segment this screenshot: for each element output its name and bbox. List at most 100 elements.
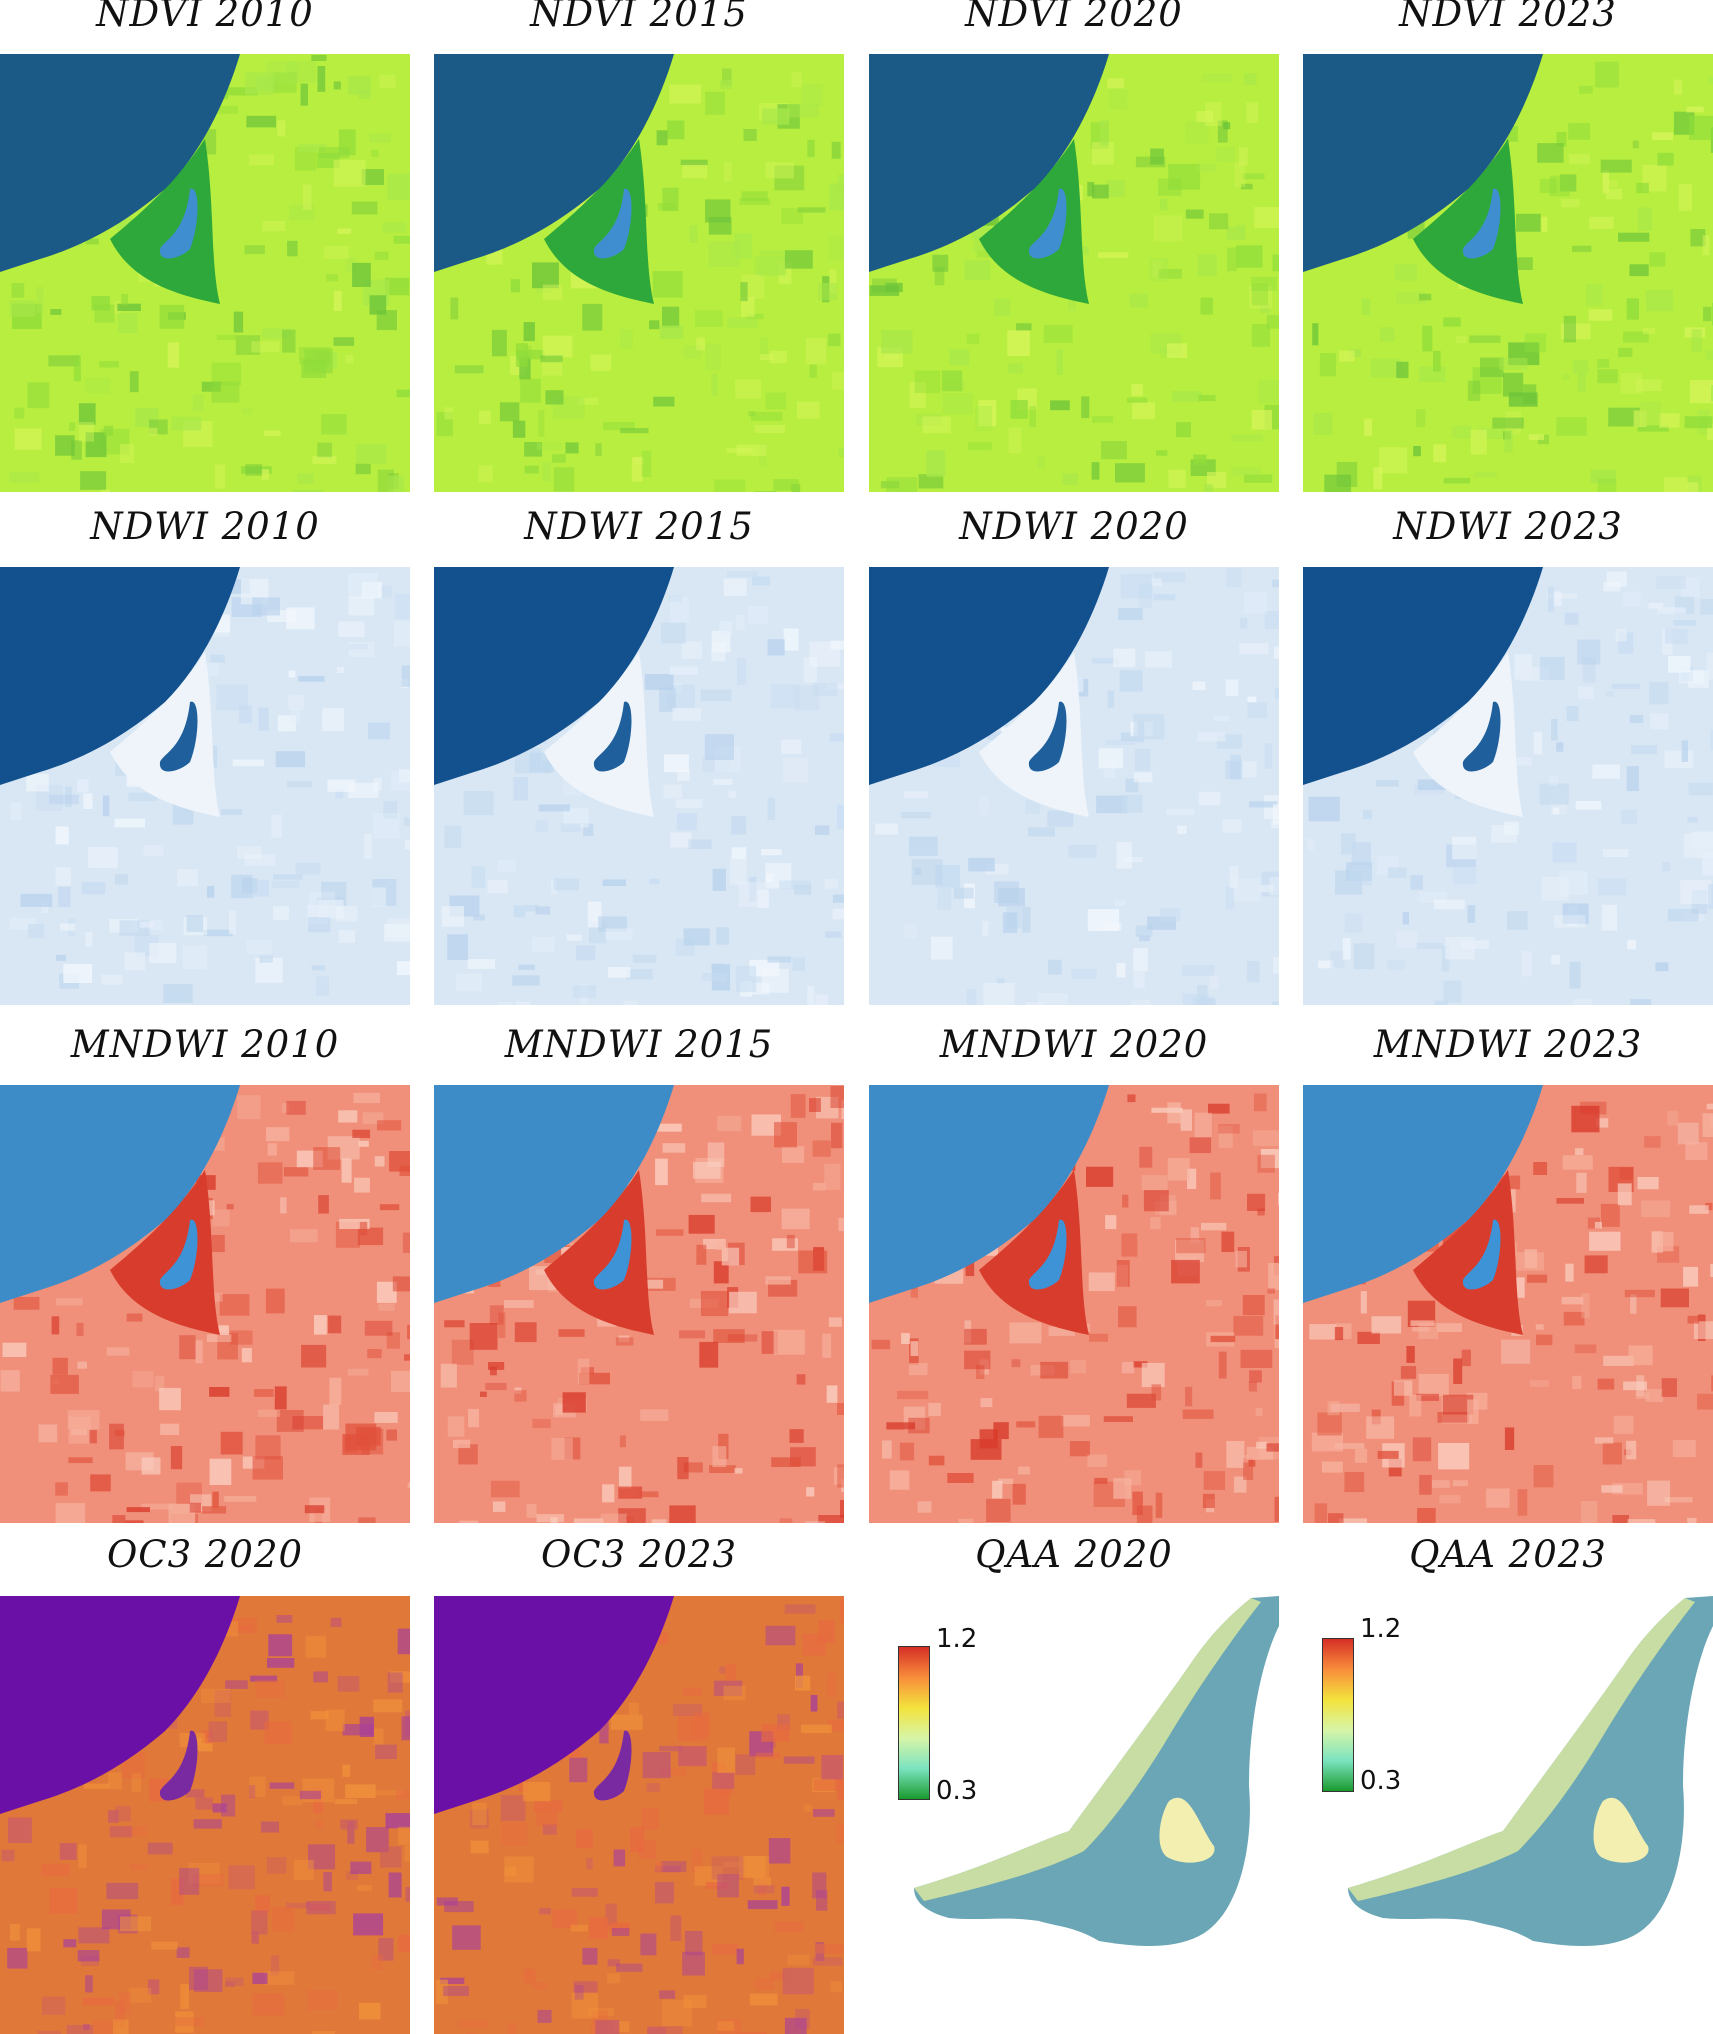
land-texture [670, 832, 692, 848]
land-texture [1096, 795, 1128, 814]
land-texture [301, 1344, 327, 1368]
land-texture [1230, 467, 1262, 476]
land-texture [1246, 960, 1260, 982]
land-texture [1278, 1192, 1279, 1205]
land-texture [695, 310, 723, 327]
land-texture [573, 1981, 598, 1993]
land-texture [1422, 325, 1433, 352]
land-texture [1588, 309, 1613, 321]
land-texture [1056, 349, 1063, 375]
land-texture [1225, 886, 1234, 910]
land-texture [106, 1882, 139, 1900]
land-texture [723, 578, 747, 597]
land-texture [440, 1977, 465, 1984]
land-texture [1257, 1208, 1265, 1216]
land-texture [582, 1947, 598, 1965]
land-texture [1419, 293, 1432, 301]
land-texture [809, 641, 841, 667]
land-texture [252, 597, 280, 616]
land-texture [193, 1874, 224, 1887]
land-texture [1235, 224, 1246, 237]
land-texture [525, 904, 539, 912]
land-texture [1539, 783, 1569, 805]
land-texture [1153, 594, 1176, 601]
land-texture [1251, 276, 1277, 291]
land-texture [1568, 123, 1590, 140]
land-texture [367, 1349, 382, 1359]
land-texture [356, 444, 387, 464]
land-texture [1417, 1508, 1436, 1523]
land-texture [1238, 147, 1248, 166]
land-texture [245, 464, 263, 476]
land-texture [177, 869, 198, 887]
land-texture [1387, 959, 1406, 970]
land-texture [976, 1365, 985, 1379]
land-texture [78, 1844, 87, 1869]
mndwi-map-2010 [0, 1085, 410, 1523]
land-texture [363, 834, 372, 859]
title-r1-c3: NDWI 2023 [1393, 505, 1623, 548]
land-texture [647, 2026, 666, 2034]
land-texture [195, 1340, 203, 1364]
land-texture [109, 918, 138, 933]
land-texture [1317, 1412, 1342, 1436]
land-texture [313, 1147, 341, 1170]
land-texture [1703, 306, 1712, 322]
land-texture [471, 866, 486, 888]
lake [159, 701, 198, 772]
land-texture [813, 1778, 842, 1791]
oc3-map-svg [0, 1596, 410, 2034]
land-texture [751, 411, 783, 421]
land-texture [1349, 349, 1361, 357]
land-texture [1521, 667, 1550, 681]
land-texture [90, 1474, 111, 1492]
land-texture [765, 392, 787, 410]
land-texture [1611, 683, 1640, 689]
land-texture [1313, 412, 1333, 435]
land-texture [833, 1467, 844, 1485]
land-texture [435, 1979, 448, 2004]
land-texture [667, 120, 685, 140]
land-texture [308, 891, 336, 907]
land-texture [1602, 849, 1629, 857]
lake [1462, 701, 1501, 772]
land-texture [792, 957, 805, 971]
wetland-area [1413, 1170, 1523, 1335]
land-texture [1554, 915, 1586, 928]
wetland-area [1413, 652, 1523, 817]
land-texture [215, 464, 226, 489]
land-texture [728, 790, 737, 798]
land-texture [1154, 571, 1186, 583]
land-texture [302, 184, 312, 210]
land-texture [347, 1821, 355, 1844]
land-texture [1561, 198, 1580, 208]
land-texture [1678, 184, 1692, 211]
land-texture [659, 1990, 676, 1999]
qaa-2023-colorbar [1322, 1638, 1354, 1792]
land-texture [479, 410, 491, 425]
land-texture [1118, 1306, 1137, 1328]
land-texture [359, 1716, 374, 1737]
land-texture [719, 1666, 726, 1674]
land-texture [1416, 1393, 1439, 1401]
land-texture [1602, 170, 1609, 194]
land-texture [41, 1863, 71, 1877]
land-texture [1103, 758, 1116, 779]
land-texture [1029, 405, 1036, 428]
land-texture [755, 1978, 775, 1990]
land-texture [1470, 429, 1487, 455]
land-texture [1102, 922, 1122, 931]
land-texture [106, 1347, 130, 1356]
land-texture [1092, 415, 1114, 423]
land-texture [735, 614, 745, 631]
land-texture [1209, 213, 1229, 230]
land-texture [748, 982, 770, 995]
land-texture [1121, 1361, 1135, 1374]
land-texture [1040, 1361, 1069, 1379]
land-texture [813, 1809, 835, 1817]
land-texture [443, 1986, 469, 1997]
wetland-area [544, 139, 654, 304]
land-texture [1226, 1441, 1245, 1468]
land-texture [488, 1280, 501, 1287]
land-texture [1226, 568, 1242, 588]
